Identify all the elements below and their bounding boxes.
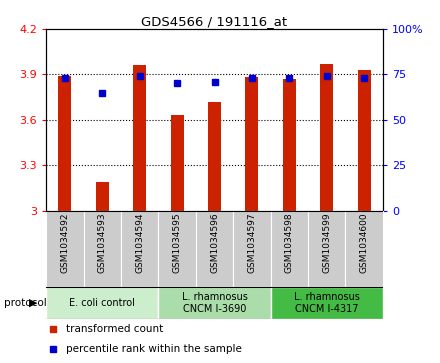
Bar	[196, 211, 233, 287]
Bar	[133, 65, 146, 211]
Text: protocol: protocol	[4, 298, 47, 308]
Bar	[345, 211, 383, 287]
Bar	[171, 115, 183, 211]
Bar	[246, 77, 258, 211]
Bar	[158, 287, 271, 319]
Bar	[84, 211, 121, 287]
Text: GSM1034592: GSM1034592	[60, 213, 70, 273]
Bar	[271, 287, 383, 319]
Text: GSM1034593: GSM1034593	[98, 213, 107, 273]
Text: L. rhamnosus
CNCM I-3690: L. rhamnosus CNCM I-3690	[182, 292, 247, 314]
Bar	[158, 211, 196, 287]
Text: transformed count: transformed count	[66, 325, 164, 334]
Title: GDS4566 / 191116_at: GDS4566 / 191116_at	[141, 15, 288, 28]
Bar	[46, 287, 158, 319]
Bar	[96, 182, 109, 211]
Text: GSM1034595: GSM1034595	[172, 213, 182, 273]
Text: GSM1034596: GSM1034596	[210, 213, 219, 273]
Bar	[283, 79, 296, 211]
Bar	[208, 102, 221, 211]
Text: L. rhamnosus
CNCM I-4317: L. rhamnosus CNCM I-4317	[294, 292, 359, 314]
Text: GSM1034597: GSM1034597	[247, 213, 257, 273]
Bar	[320, 64, 333, 211]
Text: GSM1034599: GSM1034599	[322, 213, 331, 273]
Bar	[271, 211, 308, 287]
Text: E. coli control: E. coli control	[70, 298, 135, 308]
Text: GSM1034594: GSM1034594	[135, 213, 144, 273]
Bar	[308, 211, 345, 287]
Text: percentile rank within the sample: percentile rank within the sample	[66, 344, 242, 354]
Bar	[46, 211, 84, 287]
Bar	[59, 76, 71, 211]
Bar	[233, 211, 271, 287]
Text: GSM1034598: GSM1034598	[285, 213, 294, 273]
Bar	[358, 70, 370, 211]
Text: ▶: ▶	[29, 298, 37, 308]
Bar	[121, 211, 158, 287]
Text: GSM1034600: GSM1034600	[359, 213, 369, 273]
